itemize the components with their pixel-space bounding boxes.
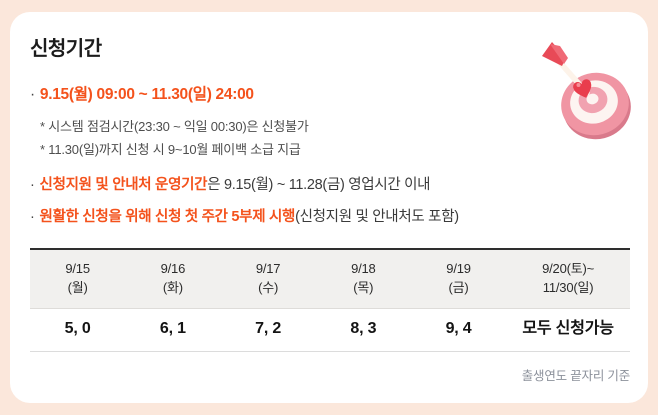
schedule-table: 9/15 (월) 9/16 (화) 9/17 (수) 9/18 (목) 9/19… (30, 248, 630, 352)
bullet-dot: · (30, 177, 35, 193)
value-cell-915: 5, 0 (64, 320, 91, 337)
five-day-rotation-rest: (신청지원 및 안내처도 포함) (295, 209, 459, 225)
notes-block: * 시스템 점검시간(23:30 ~ 익일 00:30)은 신청불가 * 11.… (40, 115, 630, 161)
value-cell-917: 7, 2 (255, 320, 282, 337)
schedule-table-header: 9/15 (월) 9/16 (화) 9/17 (수) 9/18 (목) 9/19… (30, 248, 630, 309)
support-period-rest: 은 9.15(월) ~ 11.28(금) 영업시간 이내 (207, 177, 431, 193)
bullet-dot: · (30, 86, 35, 103)
schedule-table-values: 5, 0 6, 1 7, 2 8, 3 9, 4 모두 신청가능 (30, 309, 630, 352)
page-title: 신청기간 (30, 38, 102, 60)
five-day-rotation-line: · 원활한 신청을 위해 신청 첫 주간 5부제 시행(신청지원 및 안내처도 포… (30, 209, 630, 225)
value-cell-919: 9, 4 (445, 320, 472, 337)
value-cell-918: 8, 3 (350, 320, 377, 337)
value-cell-916: 6, 1 (159, 320, 186, 337)
application-period-line: · 9.15(월) 09:00 ~ 11.30(일) 24:00 (30, 86, 630, 103)
application-period-dates: 9.15(월) 09:00 ~ 11.30(일) 24:00 (39, 86, 254, 103)
note-payback: * 11.30(일)까지 신청 시 9~10월 페이백 소급 지급 (40, 142, 301, 157)
header-cell-919: 9/19 (금) (446, 261, 471, 295)
header-cell-918: 9/18 (목) (351, 261, 376, 295)
note-system-maintenance: * 시스템 점검시간(23:30 ~ 익일 00:30)은 신청불가 (40, 119, 309, 134)
header-cell-916: 9/16 (화) (160, 261, 186, 295)
support-period-highlight: 신청지원 및 안내처 운영기간 (39, 177, 208, 193)
support-period-line: · 신청지원 및 안내처 운영기간은 9.15(월) ~ 11.28(금) 영업시… (30, 177, 630, 193)
bullet-dot: · (30, 209, 35, 225)
five-day-rotation-highlight: 원활한 신청을 위해 신청 첫 주간 5부제 시행 (39, 209, 296, 225)
header-cell-915: 9/15 (월) (65, 261, 90, 295)
notice-card: 신청기간 · 9.15(월) 09:00 ~ 11.30(일) 24:00 * (10, 12, 648, 403)
dart-target-icon (540, 40, 640, 148)
header-cell-920-1130: 9/20(토)~ 11/30(일) (542, 261, 595, 295)
value-cell-920-1130: 모두 신청가능 (522, 320, 614, 337)
header-cell-917: 9/17 (수) (255, 261, 281, 295)
birth-year-basis-note: 출생연도 끝자리 기준 (521, 369, 630, 383)
